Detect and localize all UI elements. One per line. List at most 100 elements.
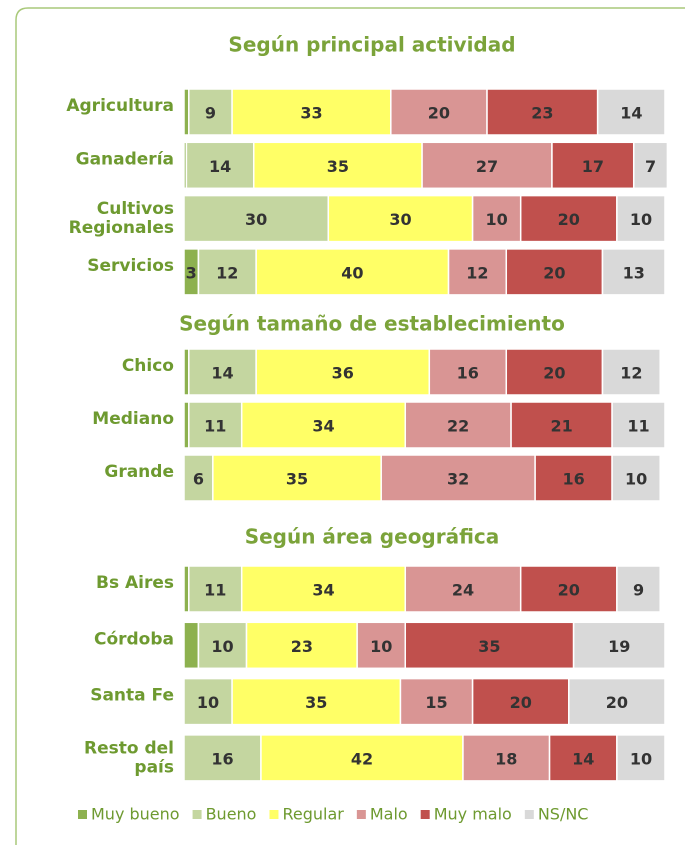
value-label: 12	[216, 263, 238, 282]
value-label: 12	[466, 263, 488, 282]
bar-segment	[390, 88, 488, 136]
value-label: 7	[645, 157, 656, 176]
bar-segment	[327, 194, 474, 243]
value-label: 11	[204, 417, 226, 436]
bar-segment	[197, 621, 248, 670]
bar-segment	[632, 141, 669, 190]
category-label: Santa Fe	[90, 686, 174, 706]
bar-segment	[404, 565, 522, 613]
category-label: Mediano	[92, 409, 174, 429]
value-label: 30	[389, 210, 411, 229]
value-label: 27	[476, 157, 498, 176]
bar-segment	[245, 621, 358, 670]
value-label: 20	[543, 364, 565, 383]
bar-segment	[568, 677, 666, 726]
bar-segment	[596, 88, 666, 136]
value-label: 13	[623, 263, 645, 282]
bar-segment	[505, 348, 604, 396]
value-label: 23	[531, 104, 553, 123]
legend-swatch	[192, 810, 202, 819]
value-label: 23	[291, 637, 313, 656]
bar-segment	[183, 677, 233, 726]
value-label: 20	[510, 693, 532, 712]
value-label: 34	[312, 417, 334, 436]
bar-segment	[572, 621, 666, 670]
bar-segment	[255, 248, 450, 296]
value-label: 20	[543, 263, 565, 282]
value-label: 10	[630, 210, 652, 229]
legend-label: Muy bueno	[91, 805, 180, 824]
bar-segment	[260, 734, 464, 782]
bar-segment	[462, 734, 551, 782]
value-label: 30	[245, 210, 267, 229]
legend-swatch	[78, 810, 87, 819]
bar-segment	[404, 401, 512, 449]
frame	[15, 7, 685, 845]
value-label: 20	[428, 104, 450, 123]
bar-segment	[197, 248, 257, 296]
value-label: 33	[300, 104, 322, 123]
value-label: 15	[425, 693, 447, 712]
value-label: 10	[630, 749, 652, 768]
bar-segment	[428, 348, 508, 396]
category-label: Servicios	[87, 256, 174, 276]
value-label: 18	[495, 749, 517, 768]
value-label: 9	[205, 104, 216, 123]
value-label: 21	[550, 417, 572, 436]
bar-segment	[601, 248, 666, 296]
value-label: 10	[211, 637, 233, 656]
value-label: 11	[627, 417, 649, 436]
value-label: 14	[572, 749, 594, 768]
value-label: 10	[197, 693, 219, 712]
bar-segment	[188, 565, 243, 613]
legend-swatch	[524, 810, 534, 819]
value-label: 12	[620, 364, 642, 383]
value-label: 36	[332, 364, 354, 383]
value-label: 16	[562, 470, 584, 489]
category-label: Ganadería	[76, 149, 174, 169]
value-label: 10	[486, 210, 508, 229]
bar-segment	[471, 194, 522, 243]
value-label: 14	[211, 364, 233, 383]
section-title: Según tamaño de establecimiento	[179, 312, 565, 336]
value-label: 11	[204, 581, 226, 600]
bar-segment	[421, 141, 553, 190]
bar-segment	[356, 621, 407, 670]
bar-segment	[510, 401, 613, 449]
bar-segment	[183, 621, 200, 670]
bar-segment	[404, 621, 575, 670]
value-label: 35	[327, 157, 349, 176]
bar-segment	[519, 565, 618, 613]
category-label: Regionales	[69, 218, 174, 238]
value-label: 20	[558, 581, 580, 600]
value-label: 6	[193, 470, 204, 489]
value-label: 35	[305, 693, 327, 712]
bar-segment	[380, 454, 536, 502]
category-label: Bs Aires	[96, 573, 174, 593]
value-label: 22	[447, 417, 469, 436]
value-label: 17	[582, 157, 604, 176]
value-label: 19	[608, 637, 630, 656]
legend-swatch	[269, 810, 279, 819]
category-label: país	[134, 757, 174, 777]
bar-segment	[231, 88, 392, 136]
category-label: Resto del	[84, 738, 174, 758]
value-label: 16	[457, 364, 479, 383]
value-label: 24	[452, 581, 474, 600]
legend-label: Bueno	[206, 805, 257, 824]
value-label: 16	[211, 749, 233, 768]
bar-segment	[611, 454, 661, 502]
bar-segment	[548, 734, 618, 782]
value-label: 40	[341, 263, 363, 282]
bar-segment	[447, 248, 508, 296]
value-label: 34	[312, 581, 334, 600]
bar-segment	[252, 141, 423, 190]
bar-segment	[616, 194, 666, 243]
category-label: Córdoba	[94, 629, 174, 649]
bar-segment	[551, 141, 635, 190]
value-label: 3	[186, 263, 197, 282]
section-title: Según área geográfica	[245, 525, 500, 549]
bar-segment	[231, 677, 402, 726]
value-label: 10	[370, 637, 392, 656]
bar-segment	[471, 677, 570, 726]
